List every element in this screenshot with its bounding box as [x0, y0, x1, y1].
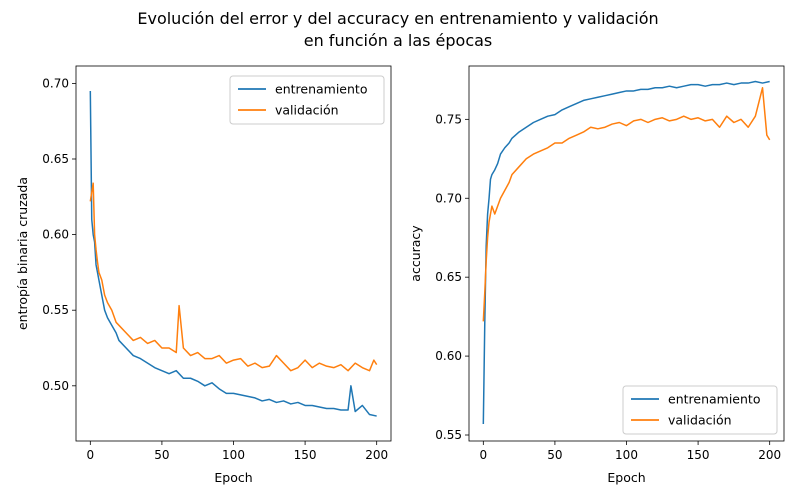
- legend: entrenamiento validación: [229, 75, 385, 125]
- series-line-val: [482, 87, 771, 322]
- series-line-train: [482, 80, 770, 424]
- figure-title-line1: Evolución del error y del accuracy en en…: [137, 9, 658, 28]
- y-tick-label: 0.55: [42, 303, 69, 317]
- x-tick-label: 150: [687, 448, 710, 462]
- legend-label-train: entrenamiento: [275, 82, 367, 97]
- y-tick-label: 0.70: [42, 76, 69, 90]
- y-tick-label: 0.55: [435, 428, 462, 442]
- y-tick-label: 0.65: [42, 152, 69, 166]
- y-tick-label: 0.50: [42, 379, 69, 393]
- accuracy-chart-panel: 0 50 100 150 200 0.55 0.60 0.65 0.70 0.75 Epoch acc…: [408, 65, 785, 485]
- x-tick-label: 150: [294, 448, 317, 462]
- y-tick-label: 0.70: [435, 191, 462, 205]
- y-tick-label: 0.60: [42, 228, 69, 242]
- series-line-train: [89, 90, 377, 417]
- y-axis-label: accuracy: [408, 225, 423, 282]
- x-axis-label: Epoch: [607, 470, 645, 485]
- legend-box: [622, 385, 778, 435]
- legend-box: [229, 75, 385, 125]
- y-axis-label: entropía binaria cruzada: [15, 177, 30, 330]
- y-tick-label: 0.60: [435, 349, 462, 363]
- legend-label-train: entrenamiento: [668, 392, 760, 407]
- x-tick-label: 0: [479, 448, 487, 462]
- figure-title-line2: en función a las épocas: [304, 31, 493, 50]
- legend-label-val: validación: [668, 413, 732, 428]
- loss-chart-panel: 0 50 100 150 200 0.50 0.55 0.60 0.65 0.70 Epoch ent…: [15, 65, 392, 485]
- x-tick-label: 50: [547, 448, 562, 462]
- x-tick-label: 100: [615, 448, 638, 462]
- x-axis-label: Epoch: [214, 470, 252, 485]
- legend-label-val: validación: [275, 103, 339, 118]
- y-tick-label: 0.75: [435, 112, 462, 126]
- x-tick-label: 0: [86, 448, 94, 462]
- axes-frame: [468, 65, 785, 442]
- x-tick-label: 200: [365, 448, 388, 462]
- series-line-val: [89, 182, 378, 372]
- x-tick-label: 100: [222, 448, 245, 462]
- legend: entrenamiento validación: [622, 385, 778, 435]
- x-tick-label: 200: [758, 448, 781, 462]
- y-tick-label: 0.65: [435, 270, 462, 284]
- x-tick-label: 50: [154, 448, 169, 462]
